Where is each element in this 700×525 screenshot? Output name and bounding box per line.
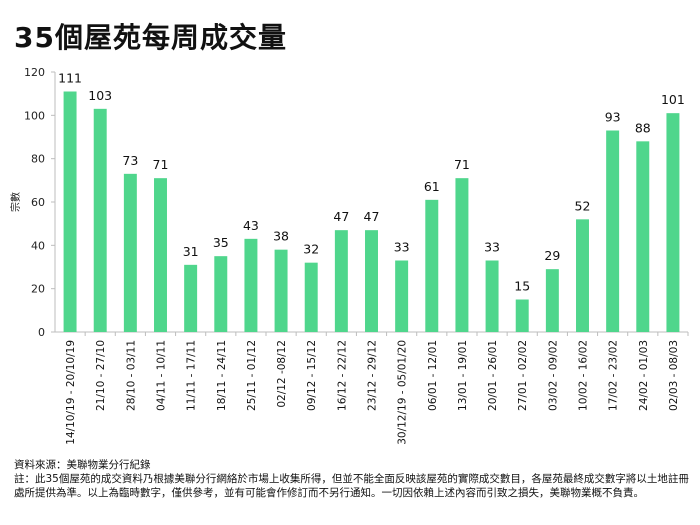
y-tick-label: 60 xyxy=(31,196,45,209)
bar-chart: 0 20 40 60 80 100 120 宗數 111 14/10/19 - 20/10/19… xyxy=(9,66,689,445)
x-tick-label: 23/12 - 29/12 xyxy=(367,340,379,411)
bar xyxy=(545,269,559,332)
data-label: 88 xyxy=(635,120,651,135)
bar xyxy=(365,230,378,332)
x-tick-label: 24/02 - 01/03 xyxy=(638,340,650,411)
bar xyxy=(455,178,469,332)
x-tick-label: 18/11 - 24/11 xyxy=(216,340,228,411)
data-label: 61 xyxy=(424,179,440,194)
y-tick-label: 20 xyxy=(31,283,45,296)
bar xyxy=(485,260,499,332)
x-tick-label: 13/01 - 19/01 xyxy=(457,340,469,411)
bar xyxy=(576,219,589,332)
data-label: 101 xyxy=(661,92,685,107)
bar xyxy=(636,141,650,332)
x-tick-label: 04/11 - 10/11 xyxy=(156,340,168,411)
data-label: 33 xyxy=(394,240,410,255)
data-label: 71 xyxy=(454,157,470,172)
data-label: 73 xyxy=(122,153,138,168)
y-tick-label: 0 xyxy=(38,326,45,339)
source-text: 資料來源：美聯物業分行紀錄 xyxy=(14,459,151,471)
bar xyxy=(214,256,228,332)
y-tick-label: 100 xyxy=(24,109,45,122)
bar xyxy=(274,249,288,332)
x-tick-label: 21/10 - 27/10 xyxy=(95,340,107,411)
x-tick-label: 11/11 - 17/11 xyxy=(186,340,198,411)
data-label: 38 xyxy=(273,229,289,244)
bar xyxy=(425,199,439,332)
chart-title: 35個屋苑每周成交量 xyxy=(14,21,287,54)
bar xyxy=(244,238,258,332)
x-tick-label: 03/02 - 09/02 xyxy=(547,340,559,411)
data-label: 93 xyxy=(605,110,621,125)
data-label: 43 xyxy=(243,218,259,233)
y-tick-label: 40 xyxy=(31,239,45,252)
x-tick-label: 02/12 -08/12 xyxy=(276,340,288,408)
x-tick-label: 28/10 - 03/11 xyxy=(125,340,137,411)
data-label: 15 xyxy=(514,279,530,294)
bar xyxy=(515,299,529,332)
data-label: 35 xyxy=(213,235,229,250)
bar xyxy=(666,113,680,333)
data-label: 33 xyxy=(484,240,500,255)
x-tick-label: 17/02 - 23/02 xyxy=(608,340,620,411)
bar xyxy=(606,130,620,332)
data-label: 47 xyxy=(333,209,349,224)
data-label: 29 xyxy=(544,248,560,263)
x-tick-label: 14/10/19 - 20/10/19 xyxy=(65,340,77,445)
data-label: 31 xyxy=(183,244,199,259)
x-tick-label: 25/11 - 01/12 xyxy=(246,340,258,411)
bar xyxy=(123,173,137,332)
data-label: 103 xyxy=(88,88,112,103)
x-tick-label: 10/02 - 16/02 xyxy=(578,340,590,411)
x-tick-label: 02/03 - 08/03 xyxy=(668,340,680,411)
footer-notes: 資料來源：美聯物業分行紀錄 註：此35個屋苑的成交資料乃根據美聯分行網絡於市場上… xyxy=(14,458,690,500)
disclaimer-text: 註：此35個屋苑的成交資料乃根據美聯分行網絡於市場上收集所得，但並不能全面反映該… xyxy=(14,473,689,499)
data-label: 47 xyxy=(364,209,380,224)
bar xyxy=(334,230,348,332)
x-tick-label: 16/12 - 22/12 xyxy=(336,340,348,411)
data-label: 32 xyxy=(303,242,319,257)
bar xyxy=(304,262,318,332)
y-tick-label: 80 xyxy=(31,153,45,166)
x-tick-label: 27/01 - 02/02 xyxy=(517,340,529,411)
x-tick-label: 30/12/19 - 05/01/20 xyxy=(397,340,409,445)
data-label: 52 xyxy=(575,198,591,213)
bar xyxy=(63,91,77,332)
x-tick-label: 20/01 - 26/01 xyxy=(487,340,499,411)
bar xyxy=(395,260,409,332)
y-tick-label: 120 xyxy=(24,66,45,79)
bar xyxy=(93,108,107,332)
data-label: 111 xyxy=(58,71,82,86)
x-tick-label: 06/01 - 12/01 xyxy=(427,340,439,411)
x-tick-label: 09/12 - 15/12 xyxy=(306,340,318,411)
y-axis-title: 宗數 xyxy=(9,192,22,212)
bar xyxy=(154,178,167,332)
data-label: 71 xyxy=(153,157,169,172)
bar xyxy=(184,264,198,332)
